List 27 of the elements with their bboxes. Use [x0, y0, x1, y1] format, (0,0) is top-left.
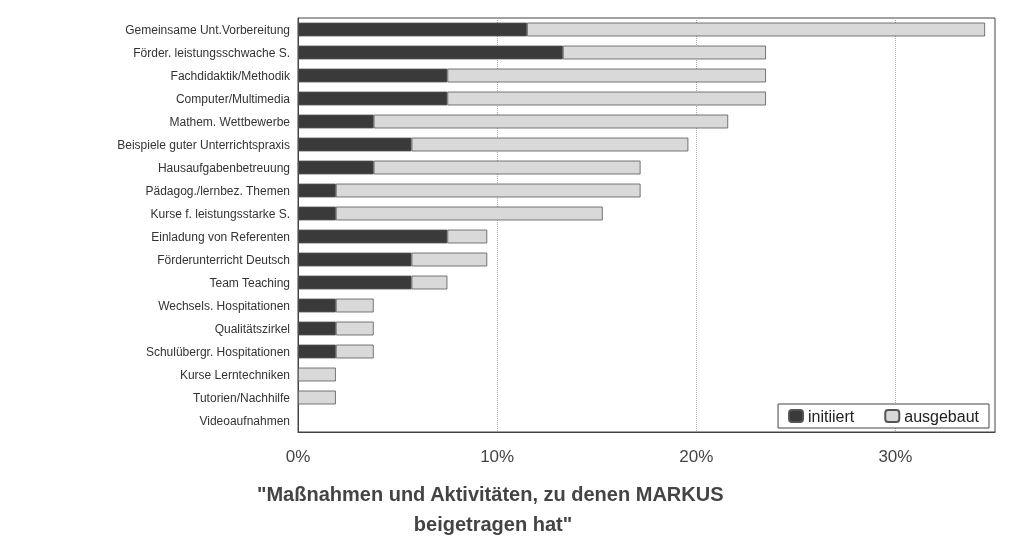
- y-tick-label: Gemeinsame Unt.Vorbereitung: [125, 22, 290, 37]
- y-tick-label: Computer/Multimedia: [175, 91, 291, 106]
- legend-label: ausgebaut: [904, 407, 980, 425]
- y-tick-label: Qualitätszirkel: [214, 321, 290, 336]
- y-tick-label: Mathem. Wettbewerbe: [169, 114, 291, 129]
- legend-label: initiiert: [808, 407, 855, 425]
- y-tick-label: Fachdidaktik/Methodik: [170, 68, 291, 83]
- y-tick-label: Team Teaching: [209, 275, 290, 290]
- y-tick-label: Tutorien/Nachhilfe: [193, 390, 291, 405]
- x-tick-label: 10%: [480, 447, 515, 466]
- x-tick-label: 0%: [285, 447, 311, 466]
- bar: [298, 367, 336, 382]
- y-tick-label: Pädagog./lernbez. Themen: [145, 183, 290, 198]
- bar: [298, 390, 336, 405]
- y-tick-label: Videoaufnahmen: [199, 413, 290, 428]
- y-tick-label: Hausaufgabenbetreuung: [157, 160, 290, 175]
- text: "Maßnahmen und Aktivitäten, zu denen MARKUS beigetragen hat": [256, 483, 730, 535]
- y-tick-label: Kurse f. leistungsstarke S.: [150, 206, 290, 221]
- y-tick-label: Kurse Lerntechniken: [179, 367, 290, 382]
- y-tick-label: Beispiele guter Unterrichtspraxis: [117, 137, 290, 152]
- x-tick-label: 30%: [878, 447, 913, 466]
- y-tick-label: Schulübergr. Hospitationen: [145, 344, 290, 359]
- y-tick-label: Förder. leistungsschwache S.: [133, 45, 290, 60]
- y-tick-label: Förderunterricht Deutsch: [157, 252, 290, 267]
- x-tick-label: 20%: [679, 447, 714, 466]
- y-tick-label: Wechsels. Hospitationen: [158, 298, 290, 313]
- y-tick-label: Einladung von Referenten: [151, 229, 290, 244]
